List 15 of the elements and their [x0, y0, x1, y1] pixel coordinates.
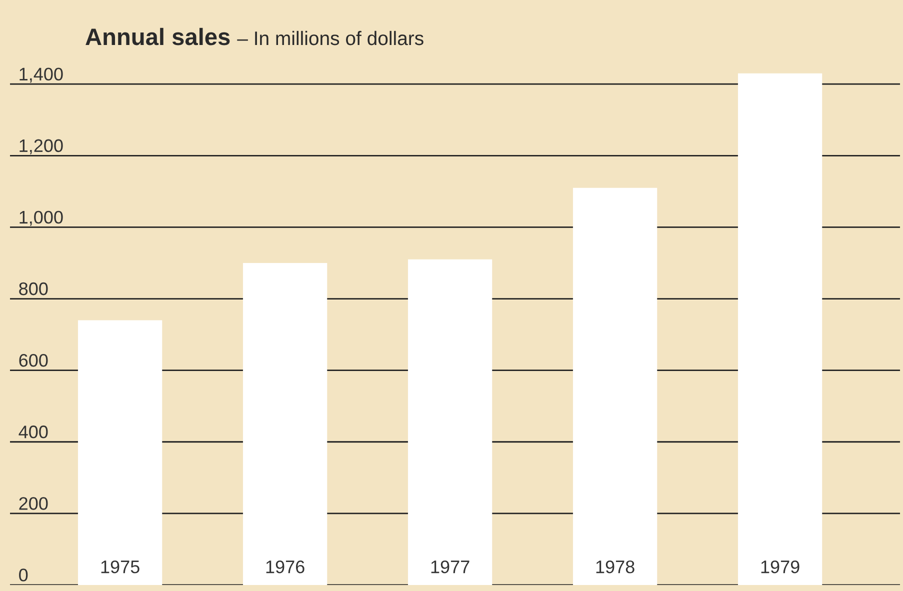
y-tick-label: 1,000 — [20, 210, 63, 226]
x-tick-label: 1975 — [101, 560, 140, 574]
y-tick-label: 200 — [19, 497, 48, 510]
x-tick-label: 1979 — [761, 560, 800, 574]
x-tick-label: 1977 — [431, 560, 470, 574]
text: Annual sales — [86, 28, 230, 46]
text: – In millions of dollars — [237, 30, 424, 46]
y-tick-label: 400 — [18, 426, 48, 438]
y-tick-label: 1,400 — [20, 68, 63, 83]
x-tick-label: 1978 — [596, 560, 634, 574]
y-tick-label: 800 — [19, 282, 48, 296]
y-tick-label: 600 — [19, 354, 48, 367]
y-tick-label: 0 — [19, 568, 28, 582]
y-tick-label: 1,200 — [20, 139, 63, 154]
x-tick-label: 1976 — [266, 560, 304, 574]
